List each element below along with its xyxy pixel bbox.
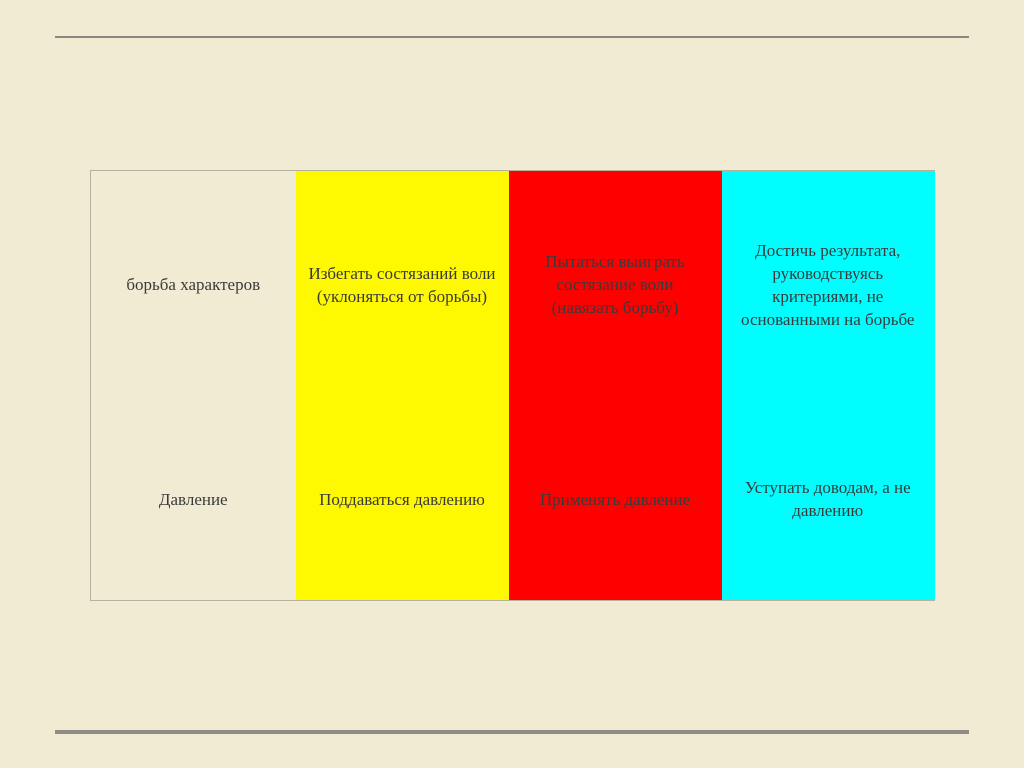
table-row: Давление Поддаваться давлению Применять …: [91, 401, 935, 601]
top-divider: [55, 36, 969, 38]
row-label: Давление: [91, 401, 296, 601]
cell-text: Применять давление: [540, 489, 690, 512]
row-label-text: борьба характеров: [126, 274, 260, 297]
cell-text: Пытаться выиграть состязание воли (навяз…: [521, 251, 708, 320]
bottom-divider: [55, 730, 969, 734]
cell-text: Уступать доводам, а не давлению: [734, 477, 921, 523]
cell-red: Пытаться выиграть состязание воли (навяз…: [509, 171, 722, 401]
cell-text: Избегать состязаний воли (уклоняться от …: [308, 263, 495, 309]
cell-cyan: Уступать доводам, а не давлению: [722, 401, 935, 601]
cell-text: Поддаваться давлению: [319, 489, 485, 512]
cell-red: Применять давление: [509, 401, 722, 601]
cell-yellow: Поддаваться давлению: [296, 401, 509, 601]
cell-yellow: Избегать состязаний воли (уклоняться от …: [296, 171, 509, 401]
cell-text: Достичь результата, руководствуясь крите…: [734, 240, 921, 332]
row-label-text: Давление: [159, 489, 228, 512]
table: борьба характеров Избегать состязаний во…: [90, 170, 935, 601]
row-label: борьба характеров: [91, 171, 296, 401]
slide: борьба характеров Избегать состязаний во…: [0, 0, 1024, 768]
comparison-table: борьба характеров Избегать состязаний во…: [90, 170, 935, 601]
table-row: борьба характеров Избегать состязаний во…: [91, 171, 935, 401]
cell-cyan: Достичь результата, руководствуясь крите…: [722, 171, 935, 401]
